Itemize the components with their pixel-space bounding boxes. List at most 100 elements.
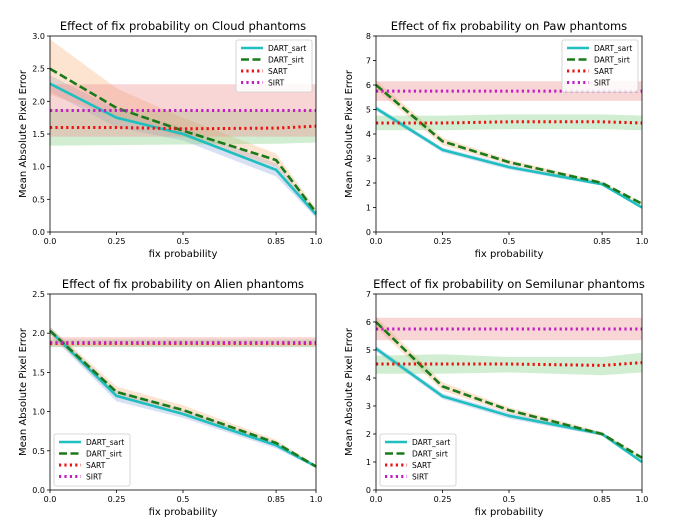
y-tick-label: 0.0 <box>32 486 45 495</box>
y-tick-label: 1.0 <box>32 408 45 417</box>
x-tick-label: 0.5 <box>503 495 516 504</box>
x-axis-label: fix probability <box>475 249 544 260</box>
y-tick-label: 3.0 <box>32 32 45 41</box>
x-axis-label: fix probability <box>475 507 544 518</box>
chart-panel-1: Effect of fix probability on Cloud phant… <box>18 19 322 260</box>
y-axis-label: Mean Absolute Pixel Error <box>344 327 355 456</box>
y-tick-label: 2.0 <box>32 329 45 338</box>
confidence-band-sart <box>376 352 642 376</box>
y-tick-label: 2 <box>366 179 371 188</box>
x-tick-label: 1.0 <box>636 495 649 504</box>
chart-title: Effect of fix probability on Paw phantom… <box>391 19 627 33</box>
series-line-sart <box>376 361 643 367</box>
legend-box <box>561 39 639 93</box>
legend-label: SART <box>86 461 106 470</box>
y-axis-label: Mean Absolute Pixel Error <box>18 69 29 198</box>
legend-label: SART <box>594 67 614 76</box>
series-line-dart-sirt <box>49 67 318 214</box>
x-tick-label: 1.0 <box>310 495 323 504</box>
legend-box <box>53 433 131 487</box>
y-tick-label: 1.0 <box>32 163 45 172</box>
y-tick-label: 0 <box>366 486 371 495</box>
y-tick-label: 5 <box>366 106 371 115</box>
legend-label: DART_sart <box>86 438 124 447</box>
y-tick-label: 6 <box>366 318 371 327</box>
chart-panel-3: Effect of fix probability on Alien phant… <box>18 277 322 518</box>
x-tick-label: 0.5 <box>177 495 190 504</box>
legend: DART_sart DART_sirt SART SIRT <box>379 433 457 487</box>
y-tick-label: 0.0 <box>32 228 45 237</box>
x-tick-label: 0.85 <box>267 495 285 504</box>
x-tick-label: 0.0 <box>44 495 57 504</box>
chart-title: Effect of fix probability on Cloud phant… <box>60 19 306 33</box>
x-tick-label: 0.85 <box>593 495 611 504</box>
x-tick-label: 0.25 <box>434 495 452 504</box>
legend-label: DART_sirt <box>86 450 122 459</box>
y-tick-label: 5 <box>366 346 371 355</box>
y-tick-label: 7 <box>366 290 371 299</box>
y-tick-label: 1.5 <box>32 368 45 377</box>
legend: DART_sart DART_sirt SART SIRT <box>561 39 639 93</box>
legend-box <box>379 433 457 487</box>
y-tick-label: 6 <box>366 81 371 90</box>
y-tick-label: 1.5 <box>32 130 45 139</box>
legend: DART_sart DART_sirt SART SIRT <box>235 39 313 93</box>
legend-label: SART <box>268 67 288 76</box>
y-tick-label: 2.0 <box>32 97 45 106</box>
legend-label: SART <box>412 461 432 470</box>
chart-title: Effect of fix probability on Semilunar p… <box>373 277 645 291</box>
x-tick-label: 1.0 <box>636 237 649 246</box>
x-tick-label: 0.85 <box>593 237 611 246</box>
y-tick-label: 3 <box>366 402 371 411</box>
legend-label: SIRT <box>594 79 611 88</box>
confidence-band-sirt <box>50 84 316 137</box>
x-axis-label: fix probability <box>149 249 218 260</box>
y-tick-label: 2.5 <box>32 290 45 299</box>
y-tick-label: 0.5 <box>32 447 45 456</box>
x-tick-label: 0.0 <box>44 237 57 246</box>
series-line-sart <box>376 120 643 125</box>
series-line-dart-sart <box>49 329 317 468</box>
y-tick-label: 7 <box>366 57 371 66</box>
x-tick-label: 1.0 <box>310 237 323 246</box>
legend-label: SIRT <box>412 473 429 482</box>
legend-box <box>235 39 313 93</box>
confidence-band-sirt <box>376 317 642 341</box>
y-tick-label: 0.5 <box>32 195 45 204</box>
legend-label: DART_sirt <box>412 450 448 459</box>
x-tick-label: 0.0 <box>370 495 383 504</box>
legend-label: DART_sirt <box>268 56 304 65</box>
x-tick-label: 0.5 <box>503 237 516 246</box>
confidence-band-dart-sirt <box>50 326 316 468</box>
y-axis-label: Mean Absolute Pixel Error <box>344 69 355 198</box>
x-tick-label: 0.25 <box>108 495 126 504</box>
x-tick-label: 0.85 <box>267 237 285 246</box>
series-line-sart <box>50 124 317 131</box>
confidence-band-dart-sirt <box>50 39 316 216</box>
series-line-dart-sirt <box>49 329 317 468</box>
y-tick-label: 3 <box>366 155 371 164</box>
y-tick-label: 2.5 <box>32 65 45 74</box>
legend-label: DART_sart <box>412 438 450 447</box>
y-tick-label: 1 <box>366 204 371 213</box>
series-line-dart-sirt <box>375 84 643 205</box>
x-tick-label: 0.5 <box>177 237 190 246</box>
y-tick-label: 2 <box>366 430 371 439</box>
x-axis-label: fix probability <box>149 507 218 518</box>
confidence-band-dart-sart <box>50 326 316 468</box>
x-tick-label: 0.0 <box>370 237 383 246</box>
legend-label: SIRT <box>86 473 103 482</box>
y-axis-label: Mean Absolute Pixel Error <box>18 327 29 456</box>
y-tick-label: 0 <box>366 228 371 237</box>
series-line-dart-sart <box>49 82 317 216</box>
chart-title: Effect of fix probability on Alien phant… <box>62 277 304 291</box>
chart-panel-4: Effect of fix probability on Semilunar p… <box>344 277 648 518</box>
legend-label: DART_sart <box>268 44 306 53</box>
x-tick-label: 0.25 <box>108 237 126 246</box>
legend-label: SIRT <box>268 79 285 88</box>
legend-label: DART_sirt <box>594 56 630 65</box>
y-tick-label: 4 <box>366 374 371 383</box>
y-tick-label: 8 <box>366 32 371 41</box>
legend: DART_sart DART_sirt SART SIRT <box>53 433 131 487</box>
